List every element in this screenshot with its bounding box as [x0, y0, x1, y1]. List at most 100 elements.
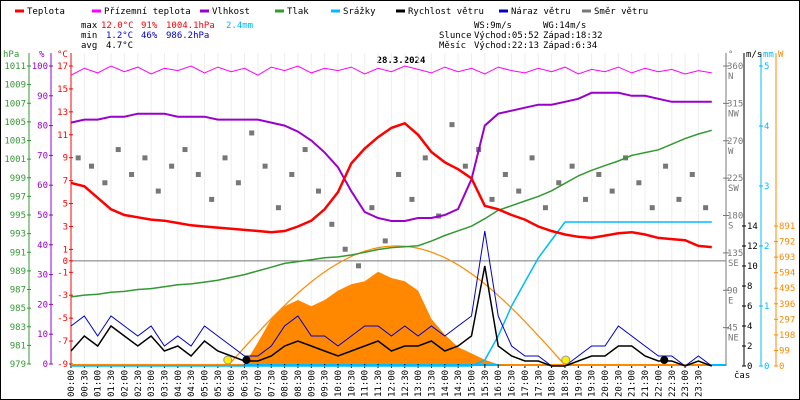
x-tick-label: 00:00	[67, 370, 77, 397]
w-tick-label: 693	[779, 253, 795, 263]
wind-direction-point	[182, 147, 188, 153]
dir-tick-label: 315	[727, 99, 743, 109]
x-tick-label: 15:30	[481, 370, 491, 397]
hpa-tick-label: 991	[10, 248, 26, 258]
wind-direction-point	[235, 180, 241, 186]
wind-direction-point	[636, 180, 642, 186]
hpa-tick-label: 989	[10, 267, 26, 277]
wind-direction-point	[115, 147, 121, 153]
x-tick-label: 22:30	[668, 370, 678, 397]
hum-tick-label: 70	[37, 151, 48, 161]
wind-direction-point	[489, 196, 495, 202]
legend-label: Náraz větru	[511, 7, 571, 17]
mm-tick-label: 0	[764, 362, 769, 372]
wind-direction-point	[302, 147, 308, 153]
wind-direction-point	[262, 163, 268, 169]
stats-max-label: max	[81, 21, 98, 31]
legend-label: Teplota	[27, 7, 65, 17]
x-tick-label: 08:30	[294, 370, 304, 397]
wind-direction-point	[609, 188, 615, 194]
ws-tick-label: 10	[747, 262, 758, 272]
x-tick-label: 14:30	[454, 370, 464, 397]
x-tick-label: 15:00	[468, 370, 478, 397]
x-tick-label: 23:00	[681, 370, 691, 397]
wind-direction-point	[689, 171, 695, 177]
info-ws: WS:9m/s	[474, 21, 512, 31]
stats-max-temp: 12.0°C	[101, 21, 134, 31]
wind-direction-point	[542, 205, 548, 211]
wind-direction-point	[155, 188, 161, 194]
x-tick-label: 12:30	[401, 370, 411, 397]
hpa-tick-label: 981	[10, 341, 26, 351]
wind-direction-point	[275, 205, 281, 211]
hpa-tick-label: 1009	[4, 81, 26, 91]
x-tick-label: 07:00	[254, 370, 264, 397]
x-tick-label: 09:00	[307, 370, 317, 397]
hpa-tick-label: 995	[10, 211, 26, 221]
stats-max-press: 1004.1hPa	[166, 21, 215, 31]
ws-axis-label: m/s	[746, 50, 762, 60]
legend-label: Přízemní teplota	[104, 7, 191, 17]
hum-tick-label: 90	[37, 92, 48, 102]
wind-direction-point	[676, 196, 682, 202]
stats-avg-label: avg	[81, 41, 97, 51]
temp-tick-label: -9	[57, 360, 68, 370]
hum-tick-label: 10	[37, 330, 48, 340]
w-tick-label: 396	[779, 300, 795, 310]
hum-tick-label: 100	[32, 62, 48, 72]
x-tick-label: 10:00	[334, 370, 344, 397]
x-tick-label: 11:30	[374, 370, 384, 397]
wind-direction-point	[142, 155, 148, 161]
humidity-line	[70, 91, 712, 222]
x-tick-label: 19:00	[574, 370, 584, 397]
x-tick-label: 01:00	[94, 370, 104, 397]
x-tick-label: 14:00	[441, 370, 451, 397]
sunset-marker	[561, 355, 571, 365]
stats-avg-temp: 4.7°C	[106, 41, 133, 51]
mm-tick-label: 5	[764, 62, 769, 72]
hpa-tick-label: 1007	[4, 99, 26, 109]
dir-tick-compass: NE	[728, 334, 739, 344]
wind-direction-point	[502, 171, 508, 177]
mm-axis-label: mm	[763, 50, 774, 60]
dir-tick-compass: NW	[728, 109, 739, 119]
x-tick-label: 04:30	[187, 370, 197, 397]
x-tick-label: 07:30	[267, 370, 277, 397]
x-tick-label: 02:30	[134, 370, 144, 397]
x-tick-label: 01:30	[107, 370, 117, 397]
info-moonrise: Východ:22:13	[474, 41, 539, 51]
wind-direction-point	[342, 246, 348, 252]
wind-direction-point	[663, 163, 669, 169]
legend-label: Směr větru	[594, 7, 648, 17]
x-tick-label: 10:30	[347, 370, 357, 397]
stats-max-rain: 2.4mm	[226, 21, 253, 31]
dir-tick-label: 90	[727, 286, 738, 296]
dir-tick-compass: SE	[728, 259, 739, 269]
temperature-line	[70, 121, 712, 249]
dir-tick-label: 180	[727, 212, 743, 222]
x-axis-label: čas	[734, 370, 750, 381]
wind-direction-point	[222, 155, 228, 161]
x-tick-label: 18:00	[548, 370, 558, 397]
x-tick-label: 20:30	[614, 370, 624, 397]
dir-tick-compass: W	[728, 147, 734, 157]
temp-tick-label: 9	[63, 154, 68, 164]
w-tick-label: 594	[779, 269, 795, 279]
hum-tick-label: 30	[37, 271, 48, 281]
temp-tick-label: 17	[57, 62, 68, 72]
temp-tick-label: 3	[63, 222, 68, 232]
x-tick-label: 16:30	[508, 370, 518, 397]
wind-direction-point	[315, 188, 321, 194]
x-tick-label: 17:30	[534, 370, 544, 397]
hpa-tick-label: 1003	[4, 137, 26, 147]
x-tick-label: 21:30	[641, 370, 651, 397]
ws-tick-label: 4	[747, 322, 752, 332]
x-tick-label: 22:00	[654, 370, 664, 397]
ws-tick-label: 8	[747, 282, 752, 292]
x-tick-label: 02:00	[120, 370, 130, 397]
wind-direction-point	[169, 163, 175, 169]
wind-direction-point	[422, 155, 428, 161]
x-tick-label: 17:00	[521, 370, 531, 397]
